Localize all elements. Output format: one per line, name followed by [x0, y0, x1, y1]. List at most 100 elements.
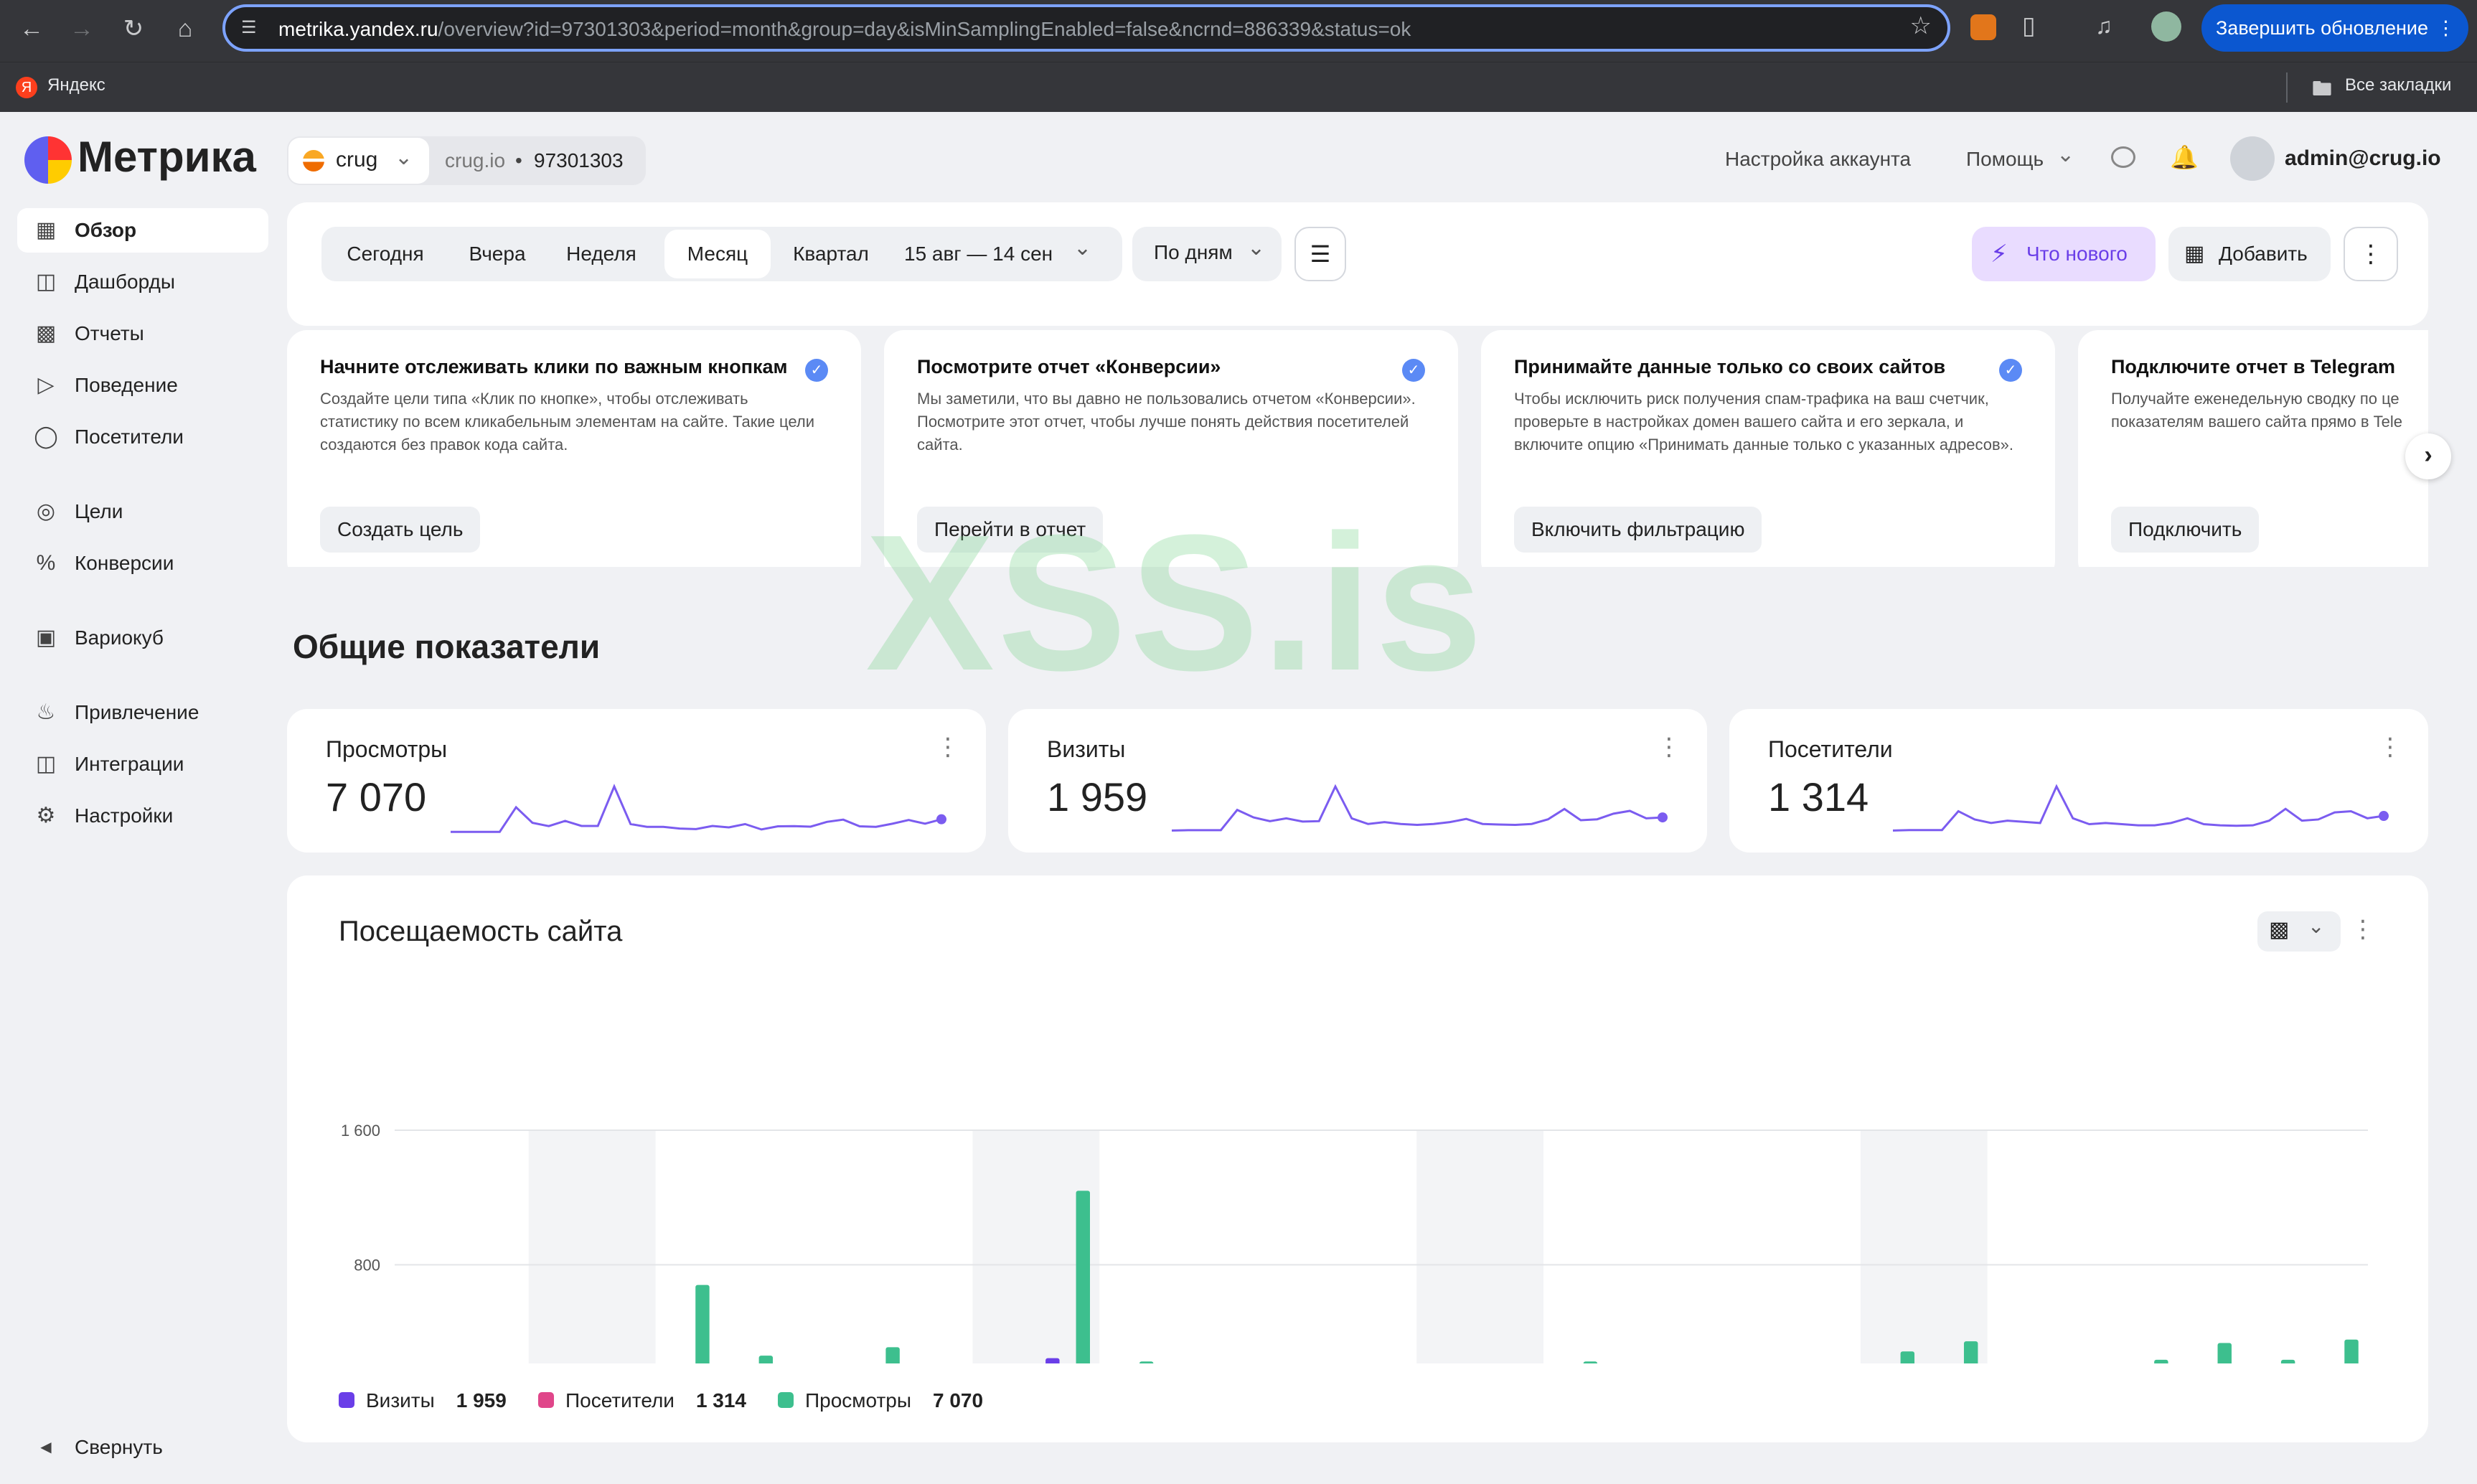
weekend-band: [528, 1130, 656, 1363]
weekend-band: [1416, 1130, 1543, 1363]
bookmark-yandex[interactable]: Яндекс: [47, 75, 105, 95]
user-avatar[interactable]: [2230, 136, 2275, 181]
sidebar-item-behavior[interactable]: ▷ Поведение: [17, 363, 268, 408]
bar-chart-icon: ▩: [35, 321, 57, 345]
create-goal-button[interactable]: Создать цель: [320, 507, 481, 553]
sidebar-item-label: Посетители: [75, 426, 184, 448]
app-logo-text[interactable]: Метрика: [77, 133, 256, 181]
home-icon[interactable]: ⌂: [177, 15, 193, 42]
metric-card-visitors[interactable]: Посетители 1 314 ⋮: [1729, 709, 2428, 853]
chart-type-select[interactable]: ▩ ⌄: [2257, 911, 2341, 952]
profile-avatar-icon[interactable]: [2151, 11, 2181, 42]
promo-title: Принимайте данные только со своих сайтов: [1514, 356, 1946, 377]
reload-icon[interactable]: ↻: [123, 15, 144, 42]
period-yesterday[interactable]: Вчера: [469, 243, 526, 265]
bar-chart-icon: ▩: [2269, 918, 2290, 941]
sidebar-item-reports[interactable]: ▩ Отчеты: [17, 311, 268, 356]
metric-card-pageviews[interactable]: Просмотры 7 070 ⋮: [287, 709, 986, 853]
whats-new-label: Что нового: [2026, 243, 2128, 265]
bar-pageviews: [1076, 1191, 1090, 1363]
dashboard-icon: ◫: [35, 270, 57, 293]
all-bookmarks[interactable]: Все закладки: [2345, 75, 2452, 95]
sidebar-item-variocube[interactable]: ▣ Вариокуб: [17, 616, 268, 660]
browser-menu-icon[interactable]: ⋮: [2436, 17, 2455, 39]
legend-pageviews[interactable]: Просмотры 7 070: [778, 1386, 983, 1415]
date-chevron-icon[interactable]: ⌄: [1073, 236, 1092, 260]
connect-telegram-button[interactable]: Подключить: [2111, 507, 2260, 553]
sidebar-item-goals[interactable]: ◎ Цели: [17, 489, 268, 534]
address-bar[interactable]: ☰ metrika.yandex.ru/overview?id=97301303…: [222, 4, 1950, 52]
bar-pageviews: [2154, 1359, 2168, 1363]
grouping-select[interactable]: По дням ⌄: [1132, 227, 1282, 281]
date-range-picker[interactable]: 15 авг — 14 сен: [904, 243, 1053, 265]
period-week[interactable]: Неделя: [566, 243, 636, 265]
counter-id: 97301303: [534, 149, 624, 172]
carousel-next-button[interactable]: ›: [2405, 433, 2451, 479]
enable-filtering-button[interactable]: Включить фильтрацию: [1514, 507, 1762, 553]
url-path: /overview?id=97301303&period=month&group…: [438, 18, 1411, 40]
add-button[interactable]: ▦ Добавить: [2168, 227, 2331, 281]
metric-card-visits[interactable]: Визиты 1 959 ⋮: [1008, 709, 1707, 853]
account-settings-link[interactable]: Настройка аккаунта: [1725, 148, 1912, 170]
sidebar-collapse-button[interactable]: ◀ Свернуть: [17, 1425, 268, 1470]
bar-pageviews: [2217, 1343, 2232, 1363]
counter-separator: •: [515, 149, 522, 172]
sidebar-item-conversions[interactable]: % Конверсии: [17, 541, 268, 586]
whats-new-button[interactable]: ⚡ Что нового: [1972, 227, 2156, 281]
sidebar-item-settings[interactable]: ⚙ Настройки: [17, 794, 268, 838]
sparkline-line: [1892, 784, 2384, 832]
chat-icon[interactable]: [2111, 146, 2135, 168]
promo-carousel: Начните отслеживать клики по важным кноп…: [287, 330, 2428, 567]
help-chevron-icon[interactable]: ⌄: [2057, 143, 2075, 166]
period-quarter[interactable]: Квартал: [793, 243, 869, 265]
forward-icon[interactable]: →: [70, 15, 94, 42]
metric-menu-icon[interactable]: ⋮: [1657, 733, 1681, 761]
open-report-button[interactable]: Перейти в отчет: [917, 507, 1104, 553]
legend-value: 1 314: [695, 1389, 747, 1412]
back-icon[interactable]: ←: [19, 15, 44, 42]
sidebar-item-visitors[interactable]: ◯ Посетители: [17, 415, 268, 459]
metamask-icon[interactable]: [1970, 14, 1996, 40]
bar-pageviews: [1583, 1361, 1598, 1363]
bar-pageviews: [1963, 1341, 1978, 1363]
extensions-icon[interactable]: ▯: [2022, 12, 2036, 39]
sidebar-item-overview[interactable]: ▦ Обзор: [17, 208, 268, 253]
sidebar-item-acquisition[interactable]: ♨ Привлечение: [17, 690, 268, 735]
check-icon: ✓: [1999, 359, 2022, 382]
legend-visitors[interactable]: Посетители 1 314: [538, 1386, 746, 1415]
promo-title: Посмотрите отчет «Конверсии»: [917, 356, 1221, 377]
legend-label: Просмотры: [805, 1389, 911, 1412]
more-menu-button[interactable]: ⋮: [2344, 227, 2398, 281]
bookmark-star-icon[interactable]: ☆: [1909, 12, 1932, 39]
legend-visits[interactable]: Визиты 1 959: [339, 1386, 507, 1415]
bell-icon[interactable]: 🔔: [2170, 144, 2199, 170]
promo-title: Подключите отчет в Telegram: [2111, 356, 2395, 377]
chart-menu-icon[interactable]: ⋮: [2351, 916, 2375, 943]
period-month[interactable]: Месяц: [664, 230, 771, 278]
bookmarks-divider: [2286, 72, 2288, 103]
period-today[interactable]: Сегодня: [347, 243, 424, 265]
metric-menu-icon[interactable]: ⋮: [936, 733, 960, 761]
finish-update-button[interactable]: Завершить обновление ⋮: [2201, 4, 2468, 52]
site-settings-icon[interactable]: ☰: [241, 18, 257, 37]
sidebar-item-label: Обзор: [75, 219, 137, 241]
check-icon: ✓: [1402, 359, 1425, 382]
user-email[interactable]: admin@crug.io: [2285, 146, 2441, 170]
metric-value: 1 314: [1768, 774, 1869, 820]
counter-dropdown[interactable]: crug ⌄: [288, 138, 429, 184]
kebab-icon: ⋮: [2359, 240, 2383, 268]
sparkline: [1892, 784, 2389, 832]
metric-label: Визиты: [1047, 736, 1126, 762]
metric-menu-icon[interactable]: ⋮: [2378, 733, 2402, 761]
sidebar-item-label: Поведение: [75, 374, 178, 396]
sidebar-item-dashboards[interactable]: ◫ Дашборды: [17, 260, 268, 304]
counter-selector[interactable]: crug ⌄ crug.io • 97301303: [287, 136, 646, 185]
sidebar-item-label: Отчеты: [75, 322, 144, 344]
legend-swatch: [339, 1391, 354, 1408]
sidebar-item-integrations[interactable]: ◫ Интеграции: [17, 742, 268, 786]
help-menu[interactable]: Помощь: [1966, 148, 2044, 170]
filters-button[interactable]: ☰: [1294, 227, 1346, 281]
sidebar-item-label: Цели: [75, 500, 123, 522]
media-control-icon[interactable]: ♫: [2095, 13, 2112, 39]
sparkline-line: [1171, 784, 1663, 832]
